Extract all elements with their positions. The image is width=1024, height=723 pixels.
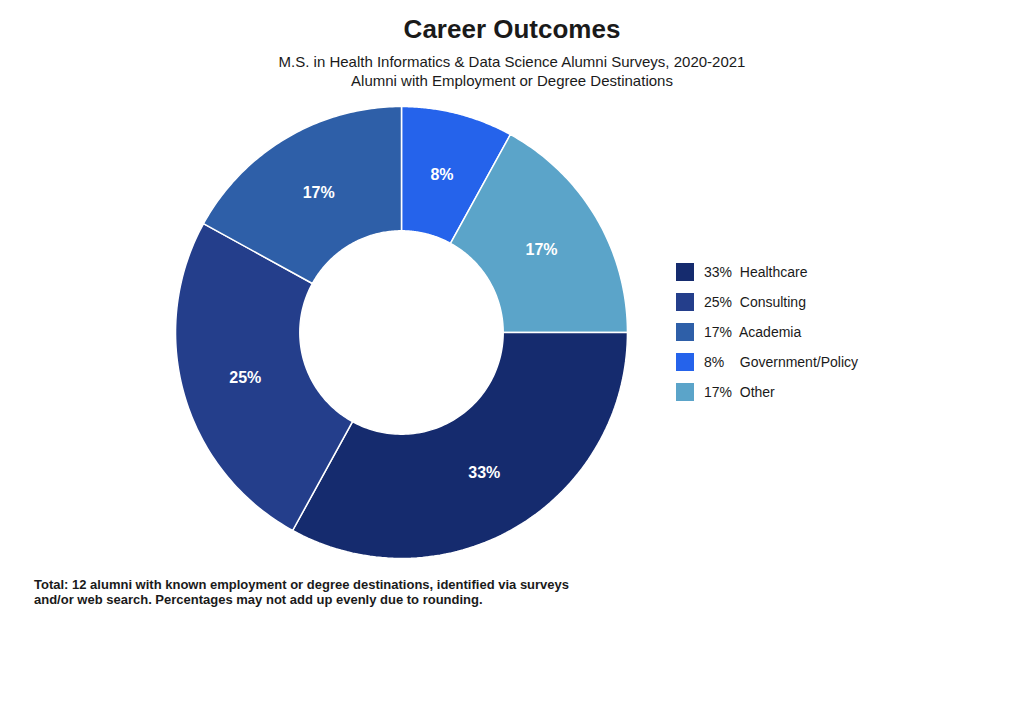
- html-text:25% Consulting: 25% Consulting: [704, 294, 806, 310]
- svg-text:33%: 33%: [468, 464, 500, 481]
- html-text:33% Healthcare: 33% Healthcare: [704, 264, 808, 280]
- html-text:17% Other: 17% Other: [704, 384, 775, 400]
- html-text:17% Academia: 17% Academia: [704, 324, 802, 340]
- svg-text:25%: 25%: [229, 369, 261, 386]
- html-text:Career Outcomes: Career Outcomes: [403, 14, 621, 44]
- svg-text:17%: 17%: [303, 184, 335, 201]
- svg-text:17%: 17%: [525, 241, 557, 258]
- html-text:Total: 12 alumni with known em: Total: 12 alumni with known employment o…: [34, 577, 569, 607]
- html-text:M.S. in Health Informatics & D: M.S. in Health Informatics & Data Scienc…: [278, 53, 746, 70]
- html-text:8% Government/Policy: 8% Government/Policy: [704, 354, 858, 370]
- svg-text:8%: 8%: [430, 166, 453, 183]
- html-text:Alumni with Employment or Degr: Alumni with Employment or Degree Destina…: [351, 72, 673, 89]
